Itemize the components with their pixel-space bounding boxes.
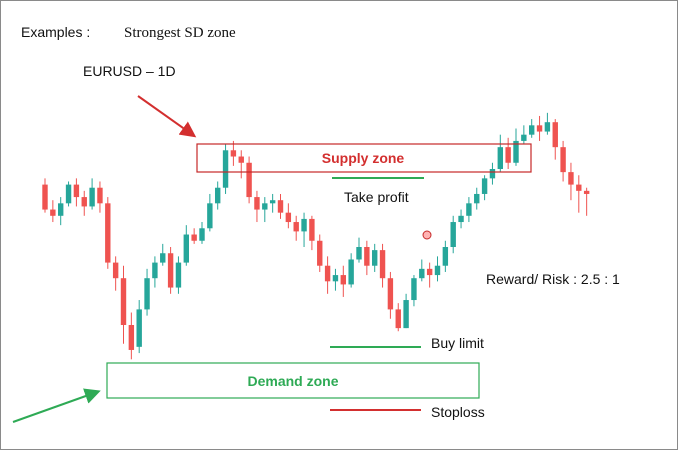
- candle-bearish: [560, 147, 566, 173]
- candle-bullish: [183, 234, 189, 263]
- candle-bearish: [246, 162, 252, 198]
- demand-arrow: [12, 388, 101, 423]
- candle-bullish: [474, 193, 480, 204]
- candle-bullish: [411, 278, 417, 301]
- candle-bullish: [466, 203, 472, 216]
- candle-bearish: [112, 262, 119, 279]
- candle-bearish: [568, 172, 574, 185]
- candle-bullish: [434, 265, 441, 276]
- buy-limit-label: Buy limit: [431, 335, 484, 351]
- candle-bearish: [395, 309, 401, 329]
- candle-bullish: [450, 222, 456, 247]
- candle-bearish: [191, 234, 197, 241]
- candle-bullish: [497, 147, 503, 169]
- candle-bearish: [128, 325, 135, 350]
- candle-bearish: [167, 253, 174, 288]
- symbol-label: EURUSD – 1D: [83, 63, 176, 79]
- supply-zone-label: Supply zone: [322, 150, 405, 166]
- candle-bullish: [301, 218, 307, 232]
- candle-bullish: [544, 122, 551, 132]
- candle-bearish: [552, 122, 558, 148]
- candle-bearish: [387, 278, 394, 310]
- candle-bearish: [50, 209, 56, 216]
- candle-bearish: [42, 184, 48, 210]
- candle-bearish: [576, 184, 582, 191]
- candle-bearish: [536, 125, 543, 132]
- candle-bullish: [489, 169, 496, 179]
- chart-subtitle: Strongest SD zone: [124, 25, 236, 41]
- candle-bullish: [529, 125, 535, 135]
- candle-bullish: [442, 247, 449, 266]
- candle-bullish: [513, 140, 519, 163]
- candle-bullish: [199, 228, 205, 241]
- candle-bullish: [458, 215, 464, 223]
- candle-bullish: [152, 262, 158, 279]
- candle-bullish: [58, 203, 64, 216]
- candle-bullish: [144, 278, 150, 310]
- candle-bullish: [372, 250, 378, 266]
- candle-bearish: [293, 222, 299, 232]
- candle-bearish: [277, 200, 284, 213]
- candle-bullish: [222, 150, 229, 188]
- candle-bearish: [379, 250, 386, 279]
- examples-label: Examples :: [21, 24, 90, 40]
- entry-marker: [422, 230, 432, 240]
- candle-bearish: [426, 268, 433, 276]
- candle-bearish: [81, 197, 87, 207]
- candle-bearish: [105, 203, 111, 263]
- candle-bearish: [120, 278, 127, 325]
- candle-bullish: [348, 259, 354, 285]
- candle-bearish: [324, 265, 331, 282]
- candle-bearish: [97, 187, 103, 204]
- candle-bullish: [89, 187, 95, 207]
- candle-bullish: [403, 300, 409, 329]
- candle-bullish: [160, 253, 166, 263]
- stoploss-label: Stoploss: [431, 404, 485, 420]
- candle-bearish: [317, 240, 323, 266]
- candle-bearish: [73, 184, 80, 198]
- candle-bullish: [269, 200, 276, 204]
- candle-bearish: [364, 247, 370, 266]
- candle-bullish: [207, 203, 213, 229]
- supply-arrow: [137, 95, 197, 138]
- demand-zone-box: [106, 362, 480, 399]
- candle-bullish: [175, 262, 182, 288]
- candles-layer: [42, 112, 590, 360]
- demand-zone-label: Demand zone: [247, 373, 338, 389]
- candle-bearish: [340, 275, 346, 285]
- candle-bullish: [65, 184, 72, 204]
- candle-bearish: [309, 218, 315, 241]
- supply-zone-box: [196, 143, 532, 173]
- candle-bearish: [230, 150, 237, 157]
- candle-bullish: [332, 275, 339, 282]
- candle-bullish: [136, 309, 142, 347]
- take-profit-label: Take profit: [344, 189, 409, 205]
- candle-bullish: [521, 134, 527, 141]
- candle-bullish: [481, 178, 488, 194]
- reward-risk-label: Reward/ Risk : 2.5 : 1: [486, 271, 620, 287]
- candle-bearish: [254, 197, 260, 210]
- candle-bearish: [285, 212, 292, 223]
- candle-bullish: [262, 203, 268, 210]
- candle-bearish: [583, 190, 590, 194]
- candle-bullish: [215, 187, 221, 204]
- candle-bearish: [238, 156, 244, 163]
- candle-bullish: [419, 268, 425, 279]
- candle-bullish: [356, 247, 362, 260]
- candle-bearish: [505, 147, 511, 163]
